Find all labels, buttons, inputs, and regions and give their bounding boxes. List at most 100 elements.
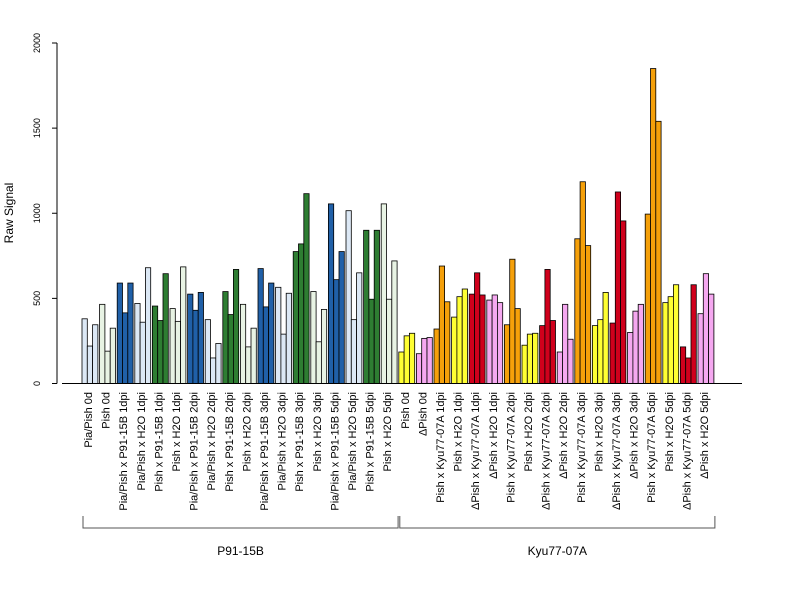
bar — [81, 318, 88, 384]
category-label: Pia/Pish x P91-15B 3dpi — [259, 392, 271, 511]
bar — [356, 272, 363, 384]
bar — [426, 337, 433, 384]
bar — [673, 284, 680, 384]
group-brackets: P91-15B Kyu77-07A — [82, 516, 716, 558]
bar — [104, 350, 111, 384]
bar — [127, 282, 134, 384]
bar — [350, 319, 357, 384]
bar — [690, 284, 697, 384]
category-label: ΔPish x H2O 1dpi — [488, 392, 500, 479]
bar — [655, 120, 662, 384]
group-label: P91-15B — [217, 544, 264, 558]
bar — [292, 251, 299, 384]
category-label: Pia/Pish x H2O 1dpi — [136, 392, 148, 490]
bar — [620, 220, 627, 384]
bar — [386, 298, 393, 384]
bar — [521, 344, 528, 384]
category-label: ΔPish x Kyu77-07A 2dpi — [541, 392, 553, 510]
bar — [503, 324, 511, 384]
bar — [468, 293, 475, 384]
category-label: Pish x Kyu77-07A 3dpi — [576, 392, 588, 503]
bar — [579, 181, 586, 384]
bar — [368, 298, 375, 384]
bar — [421, 337, 428, 384]
bar — [139, 321, 146, 384]
category-label: Pia/Pish x P91-15B 2dpi — [189, 392, 201, 511]
category-label: ΔPish x H2O 2dpi — [558, 392, 570, 479]
bar — [227, 314, 234, 384]
bar — [144, 267, 152, 384]
bar — [398, 351, 405, 384]
y-tick-label: 0 — [32, 381, 42, 386]
bar — [644, 213, 651, 384]
bar — [403, 335, 410, 384]
bar — [303, 193, 310, 384]
bar — [544, 269, 551, 384]
y-tick-label: 2000 — [32, 33, 42, 53]
category-label: Pish x H2O 2dpi — [523, 392, 535, 471]
bar — [122, 312, 129, 384]
bar — [592, 325, 599, 384]
bar — [174, 320, 182, 384]
category-label: Pish x H2O 5dpi — [382, 392, 394, 471]
category-label: ΔPish 0d — [417, 392, 429, 436]
y-tick-label: 1500 — [32, 118, 42, 138]
bar — [609, 322, 616, 384]
bar — [320, 309, 328, 384]
bar — [614, 191, 621, 384]
bar — [549, 320, 556, 384]
bar — [262, 306, 269, 384]
y-axis-label: Raw Signal — [2, 183, 16, 244]
y-axis: 0 500 1000 1500 2000 — [32, 33, 58, 386]
group-bracket — [399, 516, 716, 529]
bar — [187, 293, 194, 384]
bar — [373, 229, 380, 384]
bar — [702, 273, 709, 384]
category-label: ΔPish x H2O 3dpi — [629, 392, 641, 479]
bar — [239, 303, 247, 384]
category-label: Pish x H2O 2dpi — [241, 392, 253, 471]
bar — [99, 303, 106, 384]
bar — [461, 288, 468, 384]
bar — [210, 357, 217, 384]
bar — [116, 282, 123, 384]
bar — [250, 327, 257, 384]
bar — [327, 203, 335, 384]
bar — [562, 303, 569, 384]
bar — [408, 332, 416, 384]
bar — [275, 286, 282, 384]
bar — [438, 265, 445, 384]
category-label: Pia/Pish x P91-15B 5dpi — [329, 392, 341, 511]
bar — [496, 302, 504, 384]
category-label: ΔPish x Kyu77-07A 3dpi — [611, 392, 623, 510]
category-label: Pish x H2O 5dpi — [664, 392, 676, 471]
bar — [632, 310, 639, 384]
category-label: Pish x H2O 1dpi — [453, 392, 465, 471]
category-label: Pia/Pish 0d — [83, 392, 95, 448]
bar — [680, 346, 687, 384]
category-label: Pish x H2O 3dpi — [593, 392, 605, 471]
bar — [539, 325, 546, 384]
group-bracket — [82, 516, 399, 529]
bar — [192, 309, 199, 384]
bar — [338, 251, 345, 384]
bar — [391, 260, 398, 384]
bar — [310, 291, 317, 384]
category-label: Pish x H2O 1dpi — [171, 392, 183, 471]
bar — [169, 308, 176, 384]
bar — [92, 324, 99, 384]
bar — [474, 272, 481, 384]
bar — [637, 303, 644, 384]
bar — [333, 279, 340, 384]
bar — [602, 292, 609, 384]
category-label: ΔPish x Kyu77-07A 5dpi — [681, 392, 693, 510]
category-label: Pia/Pish x H2O 2dpi — [206, 392, 218, 490]
bar — [380, 203, 387, 384]
bar — [134, 303, 141, 384]
category-label: ΔPish x H2O 5dpi — [699, 392, 711, 479]
category-label: Pish x H2O 3dpi — [312, 392, 324, 471]
bar — [215, 343, 222, 384]
bar — [486, 299, 493, 384]
bar — [597, 319, 604, 384]
